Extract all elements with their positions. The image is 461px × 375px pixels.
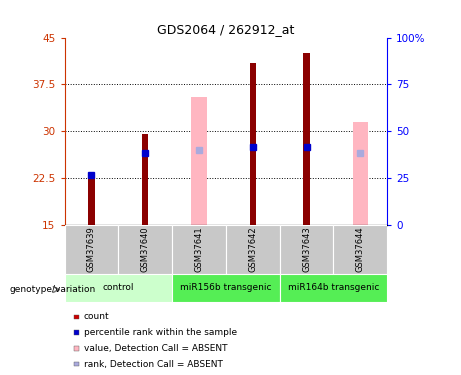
Text: control: control [103, 284, 134, 292]
Text: GSM37642: GSM37642 [248, 226, 257, 272]
Text: GSM37641: GSM37641 [195, 226, 203, 272]
Text: GSM37644: GSM37644 [356, 226, 365, 272]
Bar [118, 225, 172, 274]
Bar [249, 63, 256, 225]
Bar [172, 274, 280, 302]
Title: GDS2064 / 262912_at: GDS2064 / 262912_at [157, 23, 295, 36]
Text: miR156b transgenic: miR156b transgenic [180, 284, 272, 292]
Text: rank, Detection Call = ABSENT: rank, Detection Call = ABSENT [84, 360, 223, 369]
Bar [88, 178, 95, 225]
Bar [303, 53, 310, 225]
Text: value, Detection Call = ABSENT: value, Detection Call = ABSENT [84, 344, 227, 353]
Bar [65, 225, 118, 274]
Text: miR164b transgenic: miR164b transgenic [288, 284, 379, 292]
Text: GSM37643: GSM37643 [302, 226, 311, 272]
Text: GSM37640: GSM37640 [141, 226, 150, 272]
Bar [172, 225, 226, 274]
Bar [65, 274, 172, 302]
Text: genotype/variation: genotype/variation [9, 285, 95, 294]
Text: GSM37639: GSM37639 [87, 226, 96, 272]
Bar [280, 274, 387, 302]
Bar [142, 134, 148, 225]
Bar [191, 97, 207, 225]
Bar [280, 225, 333, 274]
Text: percentile rank within the sample: percentile rank within the sample [84, 328, 237, 337]
Bar [333, 225, 387, 274]
Text: count: count [84, 312, 110, 321]
Bar [353, 122, 368, 225]
Bar [226, 225, 280, 274]
